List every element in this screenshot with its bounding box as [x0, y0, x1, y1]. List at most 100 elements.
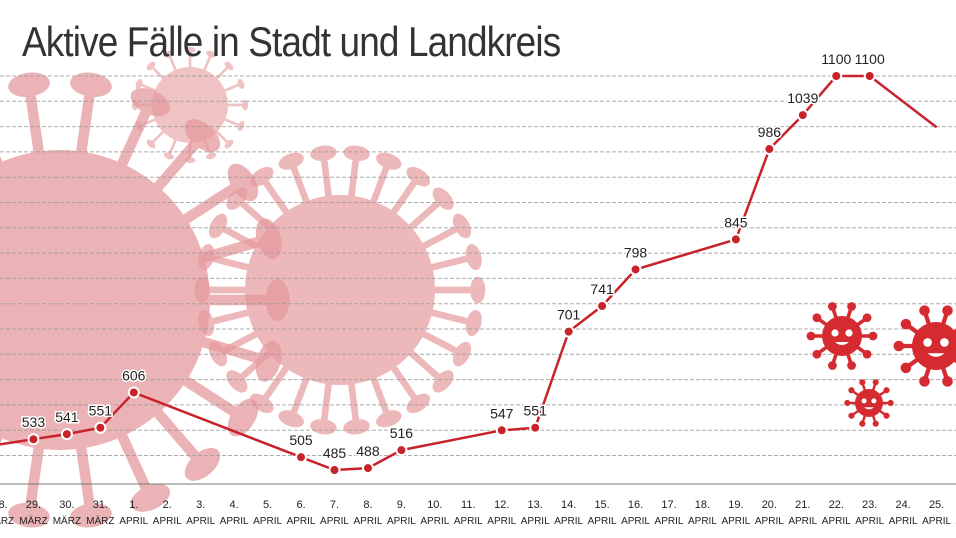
x-tick-label-day: 17. — [661, 499, 676, 511]
x-tick-label-month: APRIL — [320, 516, 349, 527]
x-tick-label-day: 18. — [695, 499, 710, 511]
x-tick-label-day: 2. — [163, 499, 172, 511]
x-tick-label-day: 22. — [829, 499, 844, 511]
x-tick-label-day: 29. — [26, 499, 41, 511]
data-label: 798 — [624, 244, 648, 260]
x-tick-label-month: APRIL — [788, 516, 817, 527]
data-label: 551 — [89, 403, 113, 419]
x-tick-label-month: APRIL — [487, 516, 516, 527]
data-point — [295, 451, 308, 464]
data-label: 606 — [122, 367, 146, 383]
virus-illustration-small — [131, 46, 249, 164]
x-tick-label-day: 25. — [929, 499, 944, 511]
x-tick-label-day: 11. — [461, 499, 475, 511]
x-tick-label-day: 7. — [330, 499, 339, 511]
data-point — [495, 424, 508, 437]
data-point — [361, 462, 374, 475]
x-tick-label-month: APRIL — [186, 516, 215, 527]
x-tick-label-day: 23. — [862, 499, 877, 511]
x-tick-label-day: 30. — [59, 499, 74, 511]
x-tick-label-day: 31. — [93, 499, 108, 511]
virus-icon-large — [806, 302, 878, 370]
virus-icon-medium — [893, 305, 956, 387]
x-tick-label-day: 19. — [728, 499, 743, 511]
x-axis: 28. MÄRZ 29. MÄRZ 30. MÄRZ 31. MÄRZ 1. APRIL 2. APR… — [0, 499, 956, 527]
data-labels: 533 541 551 606 505 485 488 516 547 551 701 741 798 8… — [20, 50, 886, 463]
data-point — [60, 428, 73, 441]
data-label: 541 — [55, 409, 79, 425]
x-tick-label-month: APRIL — [655, 516, 684, 527]
x-tick-label-day: 24. — [896, 499, 911, 511]
series-line-path — [0, 74, 938, 472]
x-tick-label-day: 28. — [0, 499, 8, 511]
data-label: 1039 — [787, 90, 818, 106]
data-label: 488 — [356, 443, 380, 459]
virus-illustration-large — [0, 72, 290, 528]
x-tick-label-month: APRIL — [387, 516, 416, 527]
x-tick-label-day: 10. — [427, 499, 442, 511]
x-tick-label-day: 5. — [263, 499, 272, 511]
x-tick-label-month: APRIL — [554, 516, 583, 527]
data-label: 1100 — [821, 51, 851, 67]
x-tick-label-month: APRIL — [287, 516, 316, 527]
x-tick-label-day: 1. — [129, 499, 138, 511]
x-tick-label-day: 13. — [528, 499, 543, 511]
data-label: 986 — [758, 124, 782, 140]
data-label: 505 — [289, 432, 313, 448]
x-tick-label-month: APRIL — [822, 516, 851, 527]
data-point — [763, 143, 776, 156]
x-tick-label-day: 12. — [494, 499, 509, 511]
x-tick-label-month: APRIL — [922, 516, 951, 527]
x-tick-label-month: APRIL — [353, 516, 382, 527]
data-point — [830, 70, 843, 82]
x-tick-label-day: 16. — [628, 499, 643, 511]
data-label: 533 — [22, 414, 46, 430]
x-tick-label-month: APRIL — [755, 516, 784, 527]
data-label: 551 — [524, 403, 548, 419]
gridlines — [0, 75, 956, 485]
x-tick-label-month: APRIL — [588, 516, 617, 527]
x-tick-label-month: APRIL — [621, 516, 650, 527]
x-tick-label-month: APRIL — [889, 516, 918, 527]
x-tick-label-day: 6. — [296, 499, 305, 511]
virus-icons — [806, 302, 956, 427]
data-label: 741 — [590, 281, 614, 297]
data-point — [562, 325, 575, 338]
data-point — [529, 421, 542, 434]
x-tick-label-month: APRIL — [119, 516, 148, 527]
x-tick-label-day: 14. — [561, 499, 576, 511]
x-tick-label-month: APRIL — [153, 516, 182, 527]
data-label: 516 — [390, 425, 414, 441]
x-tick-label-month: MÄRZ — [53, 515, 81, 527]
data-point — [596, 299, 609, 312]
data-point — [796, 109, 809, 122]
x-tick-label-month: APRIL — [220, 516, 249, 527]
x-tick-label-month: MÄRZ — [0, 515, 14, 527]
virus-illustration-background — [0, 46, 486, 528]
x-tick-label-month: APRIL — [688, 516, 717, 527]
data-label: 485 — [323, 445, 347, 461]
x-tick-label-month: APRIL — [855, 516, 884, 527]
data-point — [729, 233, 742, 246]
x-tick-label-day: 9. — [397, 499, 406, 511]
x-tick-label-day: 15. — [594, 499, 609, 511]
x-tick-label-month: APRIL — [253, 516, 282, 527]
x-tick-label-day: 8. — [363, 499, 372, 511]
data-point — [395, 444, 408, 457]
data-point — [27, 433, 40, 446]
x-tick-label-month: MÄRZ — [86, 515, 114, 527]
x-tick-label-day: 20. — [762, 499, 777, 511]
x-tick-label-day: 21. — [795, 499, 810, 511]
data-label: 547 — [490, 405, 514, 421]
data-point — [629, 263, 642, 276]
x-tick-label-month: MÄRZ — [19, 515, 47, 527]
x-tick-label-month: APRIL — [454, 516, 483, 527]
data-point — [127, 386, 140, 399]
virus-icon-small — [844, 379, 894, 427]
data-point — [863, 70, 876, 82]
x-tick-label-day: 3. — [196, 499, 205, 511]
series-line — [0, 74, 938, 472]
data-label: 701 — [557, 307, 581, 323]
